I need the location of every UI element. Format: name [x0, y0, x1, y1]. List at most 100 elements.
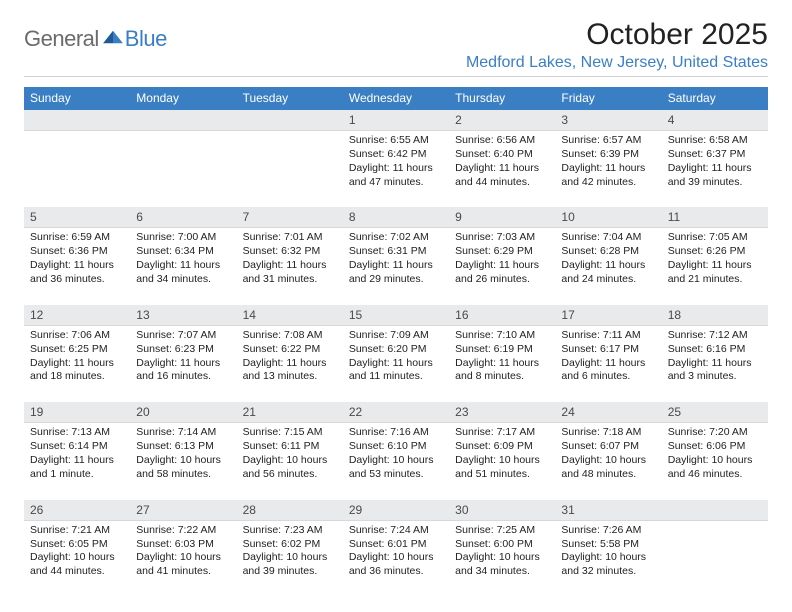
- sunrise-line: Sunrise: 7:15 AM: [243, 426, 337, 440]
- daylight-line: Daylight: 11 hours and 42 minutes.: [561, 162, 655, 190]
- day-body: Sunrise: 7:08 AMSunset: 6:22 PMDaylight:…: [237, 326, 343, 390]
- sunrise-line: Sunrise: 7:07 AM: [136, 329, 230, 343]
- sunrise-line: Sunrise: 7:08 AM: [243, 329, 337, 343]
- sunrise-line: Sunrise: 7:12 AM: [668, 329, 762, 343]
- sunrise-line: Sunrise: 7:26 AM: [561, 524, 655, 538]
- day-number: 3: [555, 110, 661, 131]
- day-body: Sunrise: 6:59 AMSunset: 6:36 PMDaylight:…: [24, 228, 130, 292]
- sunrise-line: Sunrise: 6:56 AM: [455, 134, 549, 148]
- day-number: 15: [343, 305, 449, 326]
- day-body: Sunrise: 7:15 AMSunset: 6:11 PMDaylight:…: [237, 423, 343, 487]
- sunrise-line: Sunrise: 7:03 AM: [455, 231, 549, 245]
- day-cell: 1Sunrise: 6:55 AMSunset: 6:42 PMDaylight…: [343, 110, 449, 195]
- sunset-line: Sunset: 6:10 PM: [349, 440, 443, 454]
- weekday-label: Sunday: [24, 87, 130, 110]
- week-row: 12Sunrise: 7:06 AMSunset: 6:25 PMDayligh…: [24, 305, 768, 402]
- day-number: 13: [130, 305, 236, 326]
- daylight-line: Daylight: 10 hours and 51 minutes.: [455, 454, 549, 482]
- day-number: 30: [449, 500, 555, 521]
- day-body: Sunrise: 7:22 AMSunset: 6:03 PMDaylight:…: [130, 521, 236, 585]
- daylight-line: Daylight: 11 hours and 13 minutes.: [243, 357, 337, 385]
- day-body: Sunrise: 7:25 AMSunset: 6:00 PMDaylight:…: [449, 521, 555, 585]
- weekday-label: Wednesday: [343, 87, 449, 110]
- day-number: 24: [555, 402, 661, 423]
- day-number: 22: [343, 402, 449, 423]
- day-body: Sunrise: 7:13 AMSunset: 6:14 PMDaylight:…: [24, 423, 130, 487]
- day-cell: 17Sunrise: 7:11 AMSunset: 6:17 PMDayligh…: [555, 305, 661, 390]
- daylight-line: Daylight: 11 hours and 16 minutes.: [136, 357, 230, 385]
- sunset-line: Sunset: 6:20 PM: [349, 343, 443, 357]
- daylight-line: Daylight: 11 hours and 44 minutes.: [455, 162, 549, 190]
- day-number: 8: [343, 207, 449, 228]
- day-cell: 8 Sunrise: 7:02 AMSunset: 6:31 PMDaylight…: [343, 207, 449, 292]
- day-number: 23: [449, 402, 555, 423]
- daylight-line: Daylight: 10 hours and 32 minutes.: [561, 551, 655, 579]
- day-body: [662, 521, 768, 579]
- daylight-line: Daylight: 10 hours and 44 minutes.: [30, 551, 124, 579]
- day-body: Sunrise: 7:20 AMSunset: 6:06 PMDaylight:…: [662, 423, 768, 487]
- sunset-line: Sunset: 6:31 PM: [349, 245, 443, 259]
- day-body: [130, 131, 236, 189]
- day-body: Sunrise: 7:23 AMSunset: 6:02 PMDaylight:…: [237, 521, 343, 585]
- day-body: Sunrise: 6:58 AMSunset: 6:37 PMDaylight:…: [662, 131, 768, 195]
- calendar: SundayMondayTuesdayWednesdayThursdayFrid…: [24, 87, 768, 597]
- day-body: [24, 131, 130, 189]
- daylight-line: Daylight: 10 hours and 58 minutes.: [136, 454, 230, 482]
- day-cell: 28Sunrise: 7:23 AMSunset: 6:02 PMDayligh…: [237, 500, 343, 585]
- day-number: 21: [237, 402, 343, 423]
- day-cell: 27Sunrise: 7:22 AMSunset: 6:03 PMDayligh…: [130, 500, 236, 585]
- day-number: 9: [449, 207, 555, 228]
- daylight-line: Daylight: 11 hours and 47 minutes.: [349, 162, 443, 190]
- day-number: 26: [24, 500, 130, 521]
- day-cell: 3Sunrise: 6:57 AMSunset: 6:39 PMDaylight…: [555, 110, 661, 195]
- sunset-line: Sunset: 6:06 PM: [668, 440, 762, 454]
- day-body: Sunrise: 7:00 AMSunset: 6:34 PMDaylight:…: [130, 228, 236, 292]
- daylight-line: Daylight: 10 hours and 39 minutes.: [243, 551, 337, 579]
- day-body: Sunrise: 7:26 AMSunset: 5:58 PMDaylight:…: [555, 521, 661, 585]
- title-block: October 2025 Medford Lakes, New Jersey, …: [466, 18, 768, 72]
- daylight-line: Daylight: 10 hours and 53 minutes.: [349, 454, 443, 482]
- day-number: [662, 500, 768, 521]
- logo: General Blue: [24, 26, 167, 52]
- sunset-line: Sunset: 6:00 PM: [455, 538, 549, 552]
- day-body: Sunrise: 7:11 AMSunset: 6:17 PMDaylight:…: [555, 326, 661, 390]
- daylight-line: Daylight: 11 hours and 39 minutes.: [668, 162, 762, 190]
- day-body: Sunrise: 7:12 AMSunset: 6:16 PMDaylight:…: [662, 326, 768, 390]
- sunrise-line: Sunrise: 6:57 AM: [561, 134, 655, 148]
- day-cell: 29Sunrise: 7:24 AMSunset: 6:01 PMDayligh…: [343, 500, 449, 585]
- sunrise-line: Sunrise: 7:24 AM: [349, 524, 443, 538]
- day-number: 1: [343, 110, 449, 131]
- day-cell: 6Sunrise: 7:00 AMSunset: 6:34 PMDaylight…: [130, 207, 236, 292]
- sunrise-line: Sunrise: 7:04 AM: [561, 231, 655, 245]
- sunrise-line: Sunrise: 7:10 AM: [455, 329, 549, 343]
- day-body: Sunrise: 7:04 AMSunset: 6:28 PMDaylight:…: [555, 228, 661, 292]
- weekday-row: SundayMondayTuesdayWednesdayThursdayFrid…: [24, 87, 768, 110]
- day-number: 18: [662, 305, 768, 326]
- weekday-label: Friday: [555, 87, 661, 110]
- day-cell: 26Sunrise: 7:21 AMSunset: 6:05 PMDayligh…: [24, 500, 130, 585]
- week-row: 19Sunrise: 7:13 AMSunset: 6:14 PMDayligh…: [24, 402, 768, 499]
- daylight-line: Daylight: 11 hours and 29 minutes.: [349, 259, 443, 287]
- day-number: 7: [237, 207, 343, 228]
- daylight-line: Daylight: 10 hours and 56 minutes.: [243, 454, 337, 482]
- sunrise-line: Sunrise: 7:02 AM: [349, 231, 443, 245]
- sunrise-line: Sunrise: 7:25 AM: [455, 524, 549, 538]
- sunset-line: Sunset: 6:14 PM: [30, 440, 124, 454]
- sunset-line: Sunset: 6:29 PM: [455, 245, 549, 259]
- header: General Blue October 2025 Medford Lakes,…: [24, 18, 768, 72]
- sunset-line: Sunset: 6:22 PM: [243, 343, 337, 357]
- day-number: 4: [662, 110, 768, 131]
- day-number: 5: [24, 207, 130, 228]
- day-body: Sunrise: 7:01 AMSunset: 6:32 PMDaylight:…: [237, 228, 343, 292]
- day-cell: 14Sunrise: 7:08 AMSunset: 6:22 PMDayligh…: [237, 305, 343, 390]
- day-body: Sunrise: 7:14 AMSunset: 6:13 PMDaylight:…: [130, 423, 236, 487]
- day-number: 31: [555, 500, 661, 521]
- sunrise-line: Sunrise: 7:05 AM: [668, 231, 762, 245]
- sunset-line: Sunset: 6:01 PM: [349, 538, 443, 552]
- day-cell: 25Sunrise: 7:20 AMSunset: 6:06 PMDayligh…: [662, 402, 768, 487]
- daylight-line: Daylight: 11 hours and 8 minutes.: [455, 357, 549, 385]
- daylight-line: Daylight: 11 hours and 34 minutes.: [136, 259, 230, 287]
- sunset-line: Sunset: 6:34 PM: [136, 245, 230, 259]
- sunrise-line: Sunrise: 7:01 AM: [243, 231, 337, 245]
- sunset-line: Sunset: 6:07 PM: [561, 440, 655, 454]
